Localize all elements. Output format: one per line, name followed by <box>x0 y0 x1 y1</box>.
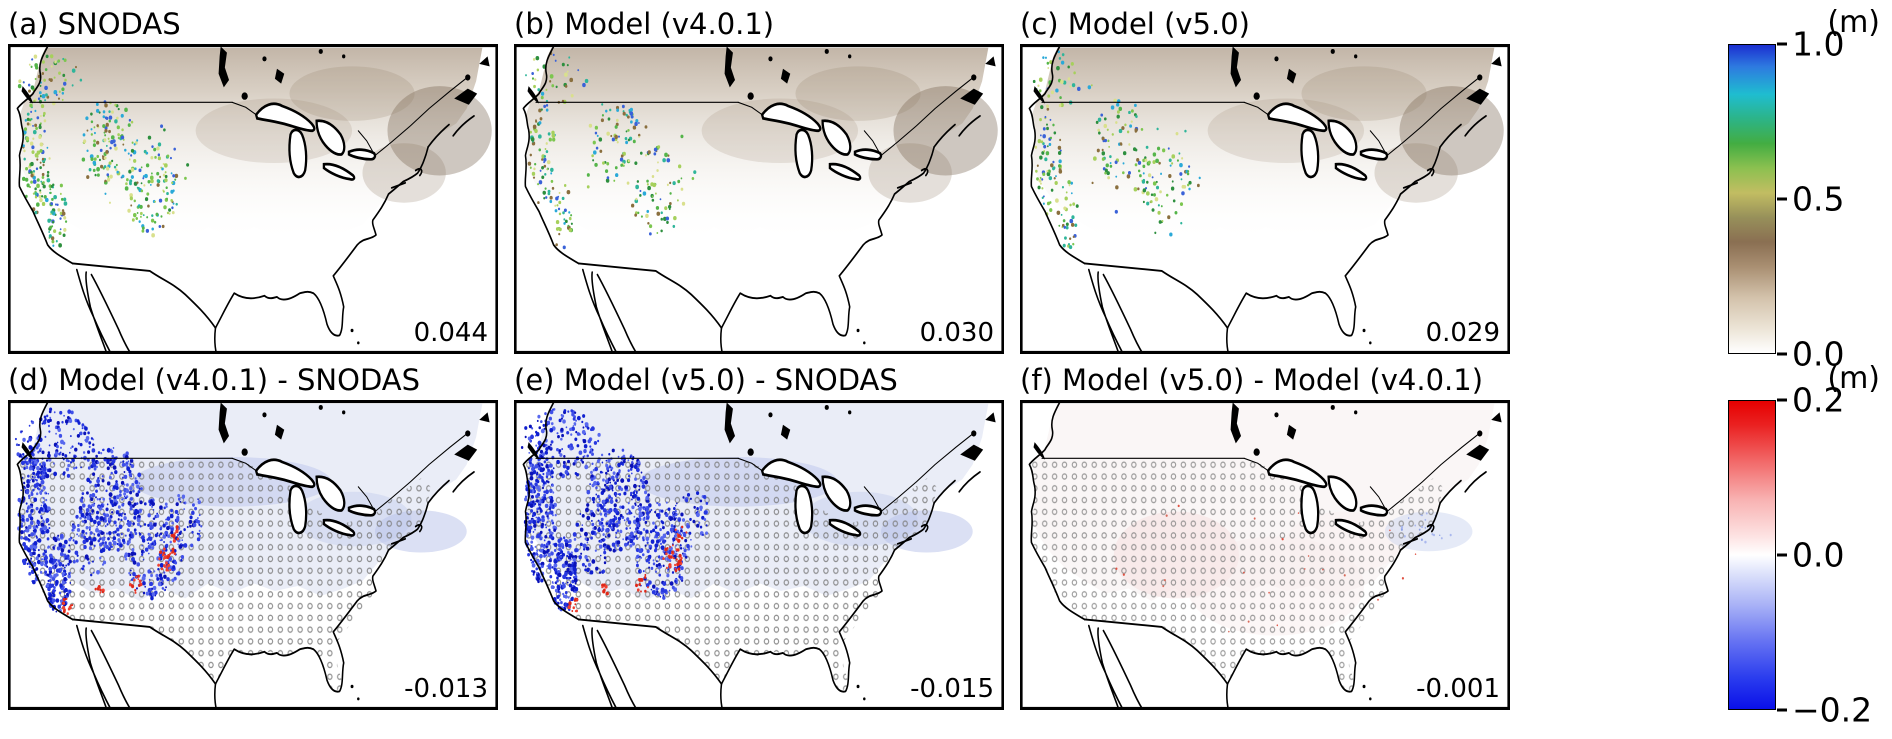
panel-f-mean-value: -0.001 <box>1416 674 1500 704</box>
panel-c-mean-value: 0.029 <box>1425 318 1500 348</box>
panel-c-map-canvas <box>1020 44 1510 354</box>
colorbar-bottom-block: (m) 0.2 0.0 −0.2 <box>1728 361 1884 727</box>
colorbar-bottom-label-max: 0.2 <box>1792 380 1845 420</box>
panel-a-title: (a) SNODAS <box>8 7 181 41</box>
panel-e-title: (e) Model (v5.0) - SNODAS <box>514 363 898 397</box>
colorbar-top-unit: (m) <box>1827 5 1880 40</box>
colorbar-top-gradient <box>1728 44 1776 354</box>
panel-e-mean-value: -0.015 <box>910 674 994 704</box>
figure: (a) SNODAS 0.044 (b) Model (v4.0.1) 0.03… <box>8 5 1884 727</box>
colorbar-top-tick-mid <box>1777 197 1787 201</box>
colorbar-bottom-tick-max <box>1777 398 1787 402</box>
panel-b: (b) Model (v4.0.1) 0.030 <box>514 6 1004 354</box>
colorbar-top-label-mid: 0.5 <box>1792 179 1845 219</box>
colorbar-top-block: (m) 1.0 0.5 0.0 <box>1728 5 1884 371</box>
panel-f-title: (f) Model (v5.0) - Model (v4.0.1) <box>1020 363 1484 397</box>
panel-d: (d) Model (v4.0.1) - SNODAS -0.013 <box>8 362 498 710</box>
colorbar-bottom-tick-min <box>1777 708 1787 712</box>
colorbar-bottom-gradient <box>1728 400 1776 710</box>
colorbar-top-label-min: 0.0 <box>1792 334 1845 374</box>
panel-a-map: 0.044 <box>8 44 498 354</box>
panel-f: (f) Model (v5.0) - Model (v4.0.1) -0.001 <box>1020 362 1510 710</box>
colorbar-bottom-label-min: −0.2 <box>1792 690 1873 730</box>
panel-c-title: (c) Model (v5.0) <box>1020 7 1250 41</box>
panel-c-map: 0.029 <box>1020 44 1510 354</box>
panel-a: (a) SNODAS 0.044 <box>8 6 498 354</box>
panel-b-mean-value: 0.030 <box>919 318 994 348</box>
panel-d-map-canvas <box>8 400 498 710</box>
panel-a-mean-value: 0.044 <box>413 318 488 348</box>
panel-b-title: (b) Model (v4.0.1) <box>514 7 775 41</box>
colorbar-top-tick-min <box>1777 352 1787 356</box>
panel-e-map: -0.015 <box>514 400 1004 710</box>
panel-e-map-canvas <box>514 400 1004 710</box>
row-bottom: (d) Model (v4.0.1) - SNODAS -0.013 (e) M… <box>8 361 1884 727</box>
panel-a-map-canvas <box>8 44 498 354</box>
colorbar-top-tick-max <box>1777 42 1787 46</box>
panel-d-title: (d) Model (v4.0.1) - SNODAS <box>8 363 421 397</box>
colorbar-bottom: 0.2 0.0 −0.2 <box>1728 384 1884 727</box>
panel-d-map: -0.013 <box>8 400 498 710</box>
colorbar-bottom-tick-mid <box>1777 553 1787 557</box>
colorbar-bottom-unit: (m) <box>1827 361 1880 396</box>
panel-b-map-canvas <box>514 44 1004 354</box>
panel-d-mean-value: -0.013 <box>404 674 488 704</box>
panel-b-map: 0.030 <box>514 44 1004 354</box>
colorbar-top: 1.0 0.5 0.0 <box>1728 28 1884 371</box>
panel-e: (e) Model (v5.0) - SNODAS -0.015 <box>514 362 1004 710</box>
panel-c: (c) Model (v5.0) 0.029 <box>1020 6 1510 354</box>
row-top: (a) SNODAS 0.044 (b) Model (v4.0.1) 0.03… <box>8 5 1884 371</box>
panel-f-map-canvas <box>1020 400 1510 710</box>
colorbar-top-label-max: 1.0 <box>1792 24 1845 64</box>
colorbar-bottom-label-mid: 0.0 <box>1792 535 1845 575</box>
panel-f-map: -0.001 <box>1020 400 1510 710</box>
